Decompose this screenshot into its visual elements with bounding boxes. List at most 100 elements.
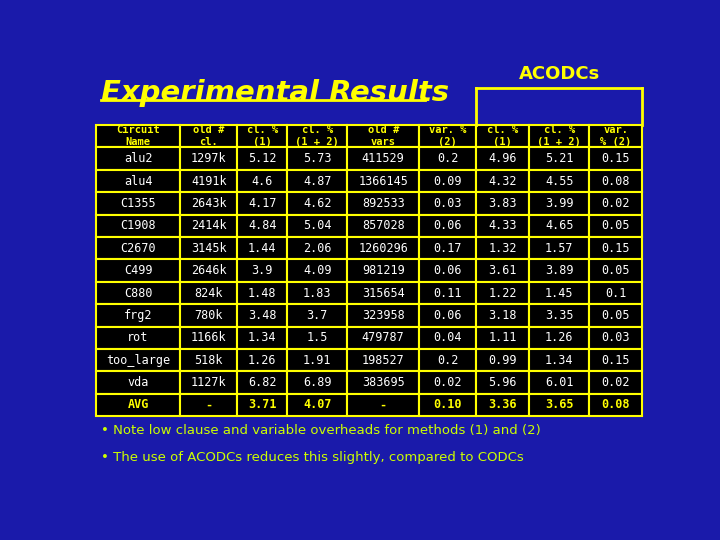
Text: 0.10: 0.10 [433,399,462,411]
Text: 1.91: 1.91 [303,354,331,367]
Text: 824k: 824k [194,287,223,300]
Bar [287,192,347,214]
Text: 0.15: 0.15 [601,152,630,165]
Text: 0.15: 0.15 [601,242,630,255]
Bar [347,282,419,304]
Bar [419,394,476,416]
Text: 3.48: 3.48 [248,309,276,322]
Text: 0.17: 0.17 [433,242,462,255]
Bar [181,214,237,237]
Text: 1.5: 1.5 [307,331,328,345]
Bar [419,192,476,214]
Bar [347,327,419,349]
Bar [287,327,347,349]
Bar [419,237,476,259]
Bar [529,237,589,259]
Text: 3.18: 3.18 [488,309,517,322]
Bar [347,147,419,170]
Text: 0.04: 0.04 [433,331,462,345]
Bar [96,394,181,416]
Bar [96,282,181,304]
Text: vda: vda [127,376,149,389]
Bar [237,147,287,170]
Text: C880: C880 [124,287,152,300]
Text: 1166k: 1166k [191,331,227,345]
Text: 3145k: 3145k [191,242,227,255]
Bar [237,170,287,192]
Text: 4.32: 4.32 [488,174,517,187]
Bar [347,237,419,259]
Text: 3.71: 3.71 [248,399,276,411]
Bar [96,349,181,372]
Text: cl. %
(1): cl. % (1) [487,125,518,147]
Bar [589,372,642,394]
Bar [529,147,589,170]
Text: cl. %
(1): cl. % (1) [246,125,278,147]
Bar [529,372,589,394]
Text: 3.83: 3.83 [488,197,517,210]
Bar [96,192,181,214]
Bar [347,259,419,282]
Text: 2643k: 2643k [191,197,227,210]
Text: 981219: 981219 [361,264,405,277]
Bar [529,282,589,304]
Text: 1.48: 1.48 [248,287,276,300]
Bar [237,372,287,394]
Text: var. %
(2): var. % (2) [429,125,467,147]
Bar [181,125,237,147]
Text: 0.02: 0.02 [433,376,462,389]
Bar [419,349,476,372]
Bar [287,147,347,170]
Bar [347,304,419,327]
Bar [237,327,287,349]
Bar [347,214,419,237]
Bar [419,147,476,170]
Text: 3.7: 3.7 [307,309,328,322]
Text: AVG: AVG [127,399,149,411]
Bar [476,327,529,349]
Bar [181,282,237,304]
Bar [589,282,642,304]
Text: 5.96: 5.96 [488,376,517,389]
Text: 0.05: 0.05 [601,219,630,232]
Bar [589,394,642,416]
Bar [237,282,287,304]
Text: 0.05: 0.05 [601,309,630,322]
Bar [419,170,476,192]
Bar [529,214,589,237]
Bar [347,170,419,192]
Text: 1.26: 1.26 [248,354,276,367]
Text: alu2: alu2 [124,152,152,165]
Text: 6.89: 6.89 [303,376,331,389]
Bar [181,327,237,349]
Bar [96,372,181,394]
Bar [476,147,529,170]
Bar [476,349,529,372]
Bar [476,170,529,192]
Text: C499: C499 [124,264,152,277]
Bar [96,125,181,147]
Text: 5.73: 5.73 [303,152,331,165]
Text: cl. %
(1 + 2): cl. % (1 + 2) [537,125,581,147]
Bar [237,259,287,282]
Bar [237,237,287,259]
Text: rot: rot [127,331,149,345]
Bar [529,170,589,192]
Text: 0.99: 0.99 [488,354,517,367]
Text: 3.36: 3.36 [488,399,517,411]
Text: 0.09: 0.09 [433,174,462,187]
Bar [287,282,347,304]
Bar [96,259,181,282]
Text: 3.61: 3.61 [488,264,517,277]
Bar [96,214,181,237]
Text: 411529: 411529 [361,152,405,165]
Text: 323958: 323958 [361,309,405,322]
Bar [476,304,529,327]
Text: 1127k: 1127k [191,376,227,389]
Text: -: - [379,399,387,411]
Bar [589,327,642,349]
Text: Experimental Results: Experimental Results [101,79,449,107]
Bar [96,327,181,349]
Text: 198527: 198527 [361,354,405,367]
Bar [181,192,237,214]
